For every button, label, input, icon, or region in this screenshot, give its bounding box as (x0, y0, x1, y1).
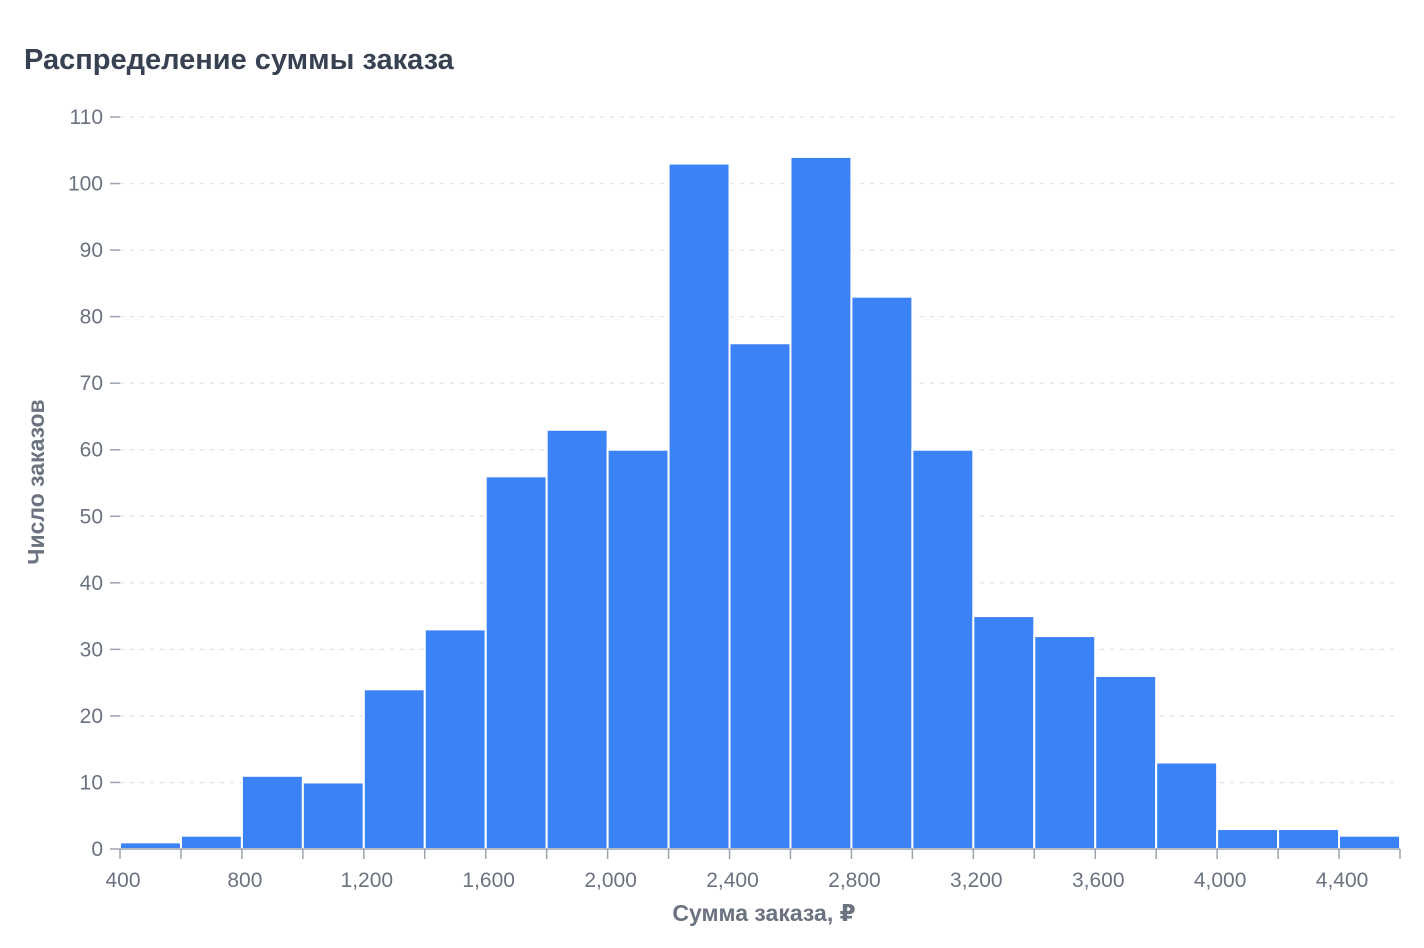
histogram-bar (606, 448, 670, 850)
x-tick-label: 400 (105, 869, 140, 892)
x-tick-label: 4,000 (1194, 869, 1247, 892)
histogram-bar (240, 774, 304, 850)
x-tick-label: 2,400 (706, 869, 759, 892)
x-tick-label: 800 (227, 869, 262, 892)
histogram-bars (119, 155, 1401, 851)
histogram-bar (362, 688, 426, 850)
x-tick-label: 4,400 (1316, 869, 1369, 892)
chart-title: Распределение суммы заказа (24, 44, 454, 76)
histogram-bar (1338, 834, 1401, 851)
histogram-bar (1155, 761, 1219, 850)
histogram-bar (545, 428, 609, 850)
y-tick-label: 80 (80, 306, 103, 329)
y-tick-label: 90 (80, 239, 103, 262)
histogram-bar (728, 342, 792, 850)
y-tick-label: 60 (80, 439, 103, 462)
histogram-bar (423, 628, 487, 851)
y-axis-label: Число заказов (23, 399, 49, 564)
y-axis-ticks: 0 10 20 30 40 50 60 70 80 90 100 110 (68, 106, 120, 861)
y-tick-label: 110 (70, 106, 103, 129)
y-tick-label: 70 (80, 372, 103, 395)
y-tick-label: 20 (80, 705, 103, 728)
histogram-bar (850, 295, 914, 850)
y-tick-label: 100 (68, 173, 103, 196)
x-tick-label: 3,600 (1072, 869, 1125, 892)
histogram-bar (1033, 635, 1097, 851)
histogram-bar (667, 162, 731, 850)
histogram-bar (1277, 828, 1341, 851)
x-tick-label: 2,800 (828, 869, 881, 892)
histogram-bar (1094, 674, 1158, 850)
y-tick-label: 30 (80, 638, 103, 661)
y-tick-label: 50 (80, 505, 103, 528)
x-tick-label: 1,600 (462, 869, 515, 892)
histogram-bar (1216, 828, 1280, 851)
histogram-bar (911, 448, 975, 850)
x-tick-label: 2,000 (584, 869, 637, 892)
histogram-bar (179, 834, 243, 851)
x-tick-label: 3,200 (950, 869, 1003, 892)
histogram-bar (789, 155, 853, 851)
y-tick-label: 40 (80, 572, 103, 595)
x-axis-label: Сумма заказа, ₽ (672, 900, 855, 926)
histogram-bar (484, 475, 548, 850)
x-tick-label: 1,200 (341, 869, 394, 892)
histogram-bar (972, 615, 1036, 850)
y-tick-label: 0 (91, 838, 103, 861)
histogram-bar (119, 841, 182, 851)
y-tick-label: 10 (80, 771, 103, 794)
histogram-bar (301, 781, 365, 850)
x-axis-ticks: 400 800 1,200 1,600 2,000 2,400 2,800 3,200 3,60… (105, 849, 1401, 892)
